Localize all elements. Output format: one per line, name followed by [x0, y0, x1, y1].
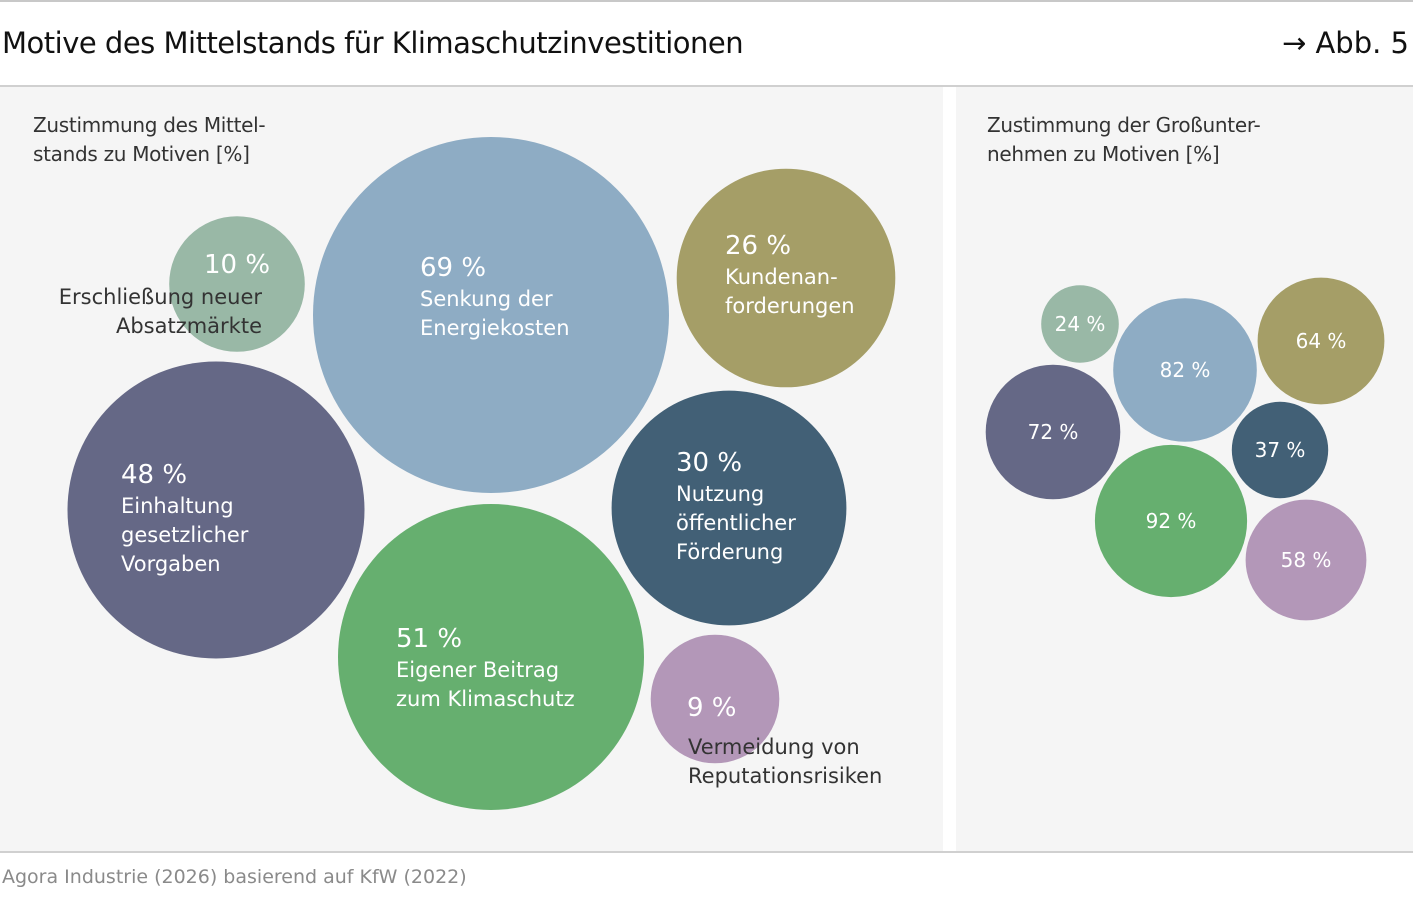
header-divider [0, 85, 1413, 87]
bubble-value-label: 26 % [725, 231, 791, 261]
bubble-large-company [1245, 499, 1367, 621]
bubble-large-company [1094, 444, 1248, 598]
bubble-value-label: 72 % [1028, 420, 1079, 444]
bubble-large-company [1041, 285, 1119, 363]
bubble-category-label: Energiekosten [420, 316, 570, 340]
bubble-value-label: 24 % [1055, 312, 1106, 336]
bubble-value-label: 48 % [121, 460, 187, 490]
bubble-value-label: 37 % [1255, 438, 1306, 462]
bubble-value-label: 92 % [1146, 509, 1197, 533]
large-subtitle-line: nehmen zu Motiven [%] [987, 142, 1220, 166]
footer-divider [0, 851, 1413, 853]
page-title: Motive des Mittelstands für Klimaschutzi… [2, 26, 744, 60]
bubble-value-label: 82 % [1160, 358, 1211, 382]
bubble-category-label: Kundenan- [725, 265, 838, 289]
sme-subtitle-line: stands zu Motiven [%] [33, 142, 250, 166]
bubble-sme [611, 390, 847, 626]
bubble-category-label: gesetzlicher [121, 523, 249, 547]
source-note: Agora Industrie (2026) basierend auf KfW… [2, 866, 467, 888]
bubble-value-label: 58 % [1281, 548, 1332, 572]
bubble-category-label: zum Klimaschutz [396, 687, 575, 711]
bubble-value-label: 10 % [204, 250, 270, 280]
figure-reference: → Abb. 5 [1281, 26, 1409, 60]
bubble-value-label: 51 % [396, 624, 462, 654]
bubble-category-label: Vermeidung von [688, 735, 860, 759]
bubble-sme [338, 504, 644, 810]
bubble-sme [169, 216, 305, 352]
bubble-category-label: Einhaltung [121, 494, 234, 518]
bubble-value-label: 69 % [420, 253, 486, 283]
bubble-value-label: 30 % [676, 448, 742, 478]
bubble-large-company [1113, 298, 1257, 442]
large-subtitle-line: Zustimmung der Großunter- [987, 113, 1261, 137]
bubble-category-label: Absatzmärkte [116, 314, 262, 338]
bubble-large-company [1257, 277, 1385, 405]
top-rule [0, 0, 1413, 2]
sme-subtitle: Zustimmung des Mittel- stands zu Motiven… [33, 111, 266, 169]
bubble-sme [313, 137, 669, 493]
bubble-category-label: Vorgaben [121, 552, 221, 576]
bubble-large-company [985, 364, 1121, 500]
bubble-category-label: Nutzung [676, 482, 764, 506]
bubble-category-label: Senkung der [420, 287, 553, 311]
bubble-category-label: öffentlicher [676, 511, 796, 535]
large-subtitle: Zustimmung der Großunter- nehmen zu Moti… [987, 111, 1261, 169]
bubble-category-label: Förderung [676, 540, 783, 564]
bubble-category-label: Erschließung neuer [59, 285, 263, 309]
bubble-value-label: 64 % [1296, 329, 1347, 353]
bubble-value-label: 9 % [687, 693, 737, 723]
sme-subtitle-line: Zustimmung des Mittel- [33, 113, 266, 137]
bubble-sme [676, 168, 896, 388]
bubble-category-label: forderungen [725, 294, 855, 318]
bubble-large-company [1231, 401, 1329, 499]
bubble-category-label: Eigener Beitrag [396, 658, 559, 682]
bubble-sme [650, 634, 780, 764]
bubble-category-label: Reputationsrisiken [688, 764, 882, 788]
bubble-sme [67, 361, 365, 659]
